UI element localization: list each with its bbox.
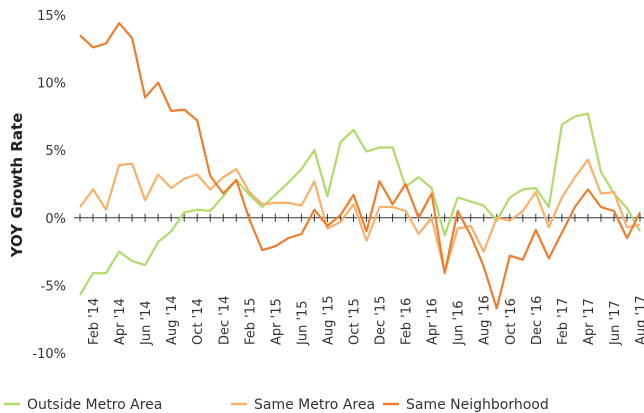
- x-tick-label: Aug '16: [478, 295, 493, 345]
- x-tick-label: Oct '15: [347, 298, 362, 345]
- x-tick-label: Feb '15: [243, 298, 258, 345]
- x-tick-label: Apr '15: [269, 298, 284, 345]
- x-tick-label: Feb '17: [556, 298, 571, 345]
- x-tick-label: Jun '16: [452, 300, 467, 346]
- x-tick-label: Jun '17: [608, 300, 623, 346]
- x-tick-label: Jun '14: [139, 300, 154, 346]
- x-tick-label: Feb '14: [87, 298, 102, 345]
- x-tick-label: Oct '16: [504, 298, 519, 345]
- y-tick-label: -5%: [41, 279, 66, 294]
- x-tick-label: Apr '14: [113, 298, 128, 345]
- legend-label: Same Neighborhood: [406, 397, 549, 413]
- y-tick-label: 15%: [37, 9, 66, 24]
- x-tick-label: Apr '16: [426, 298, 441, 345]
- y-tick-label: 0%: [45, 212, 66, 227]
- x-tick-label: Aug '14: [165, 295, 180, 345]
- series-line: [79, 22, 641, 310]
- series-line: [79, 158, 641, 273]
- legend-label: Outside Metro Area: [27, 397, 162, 413]
- y-tick-label: 5%: [45, 144, 66, 159]
- x-tick-label: Aug '15: [321, 295, 336, 345]
- x-tick-label: Jun '15: [295, 300, 310, 346]
- y-tick-label: 10%: [37, 77, 66, 92]
- x-tick-label: Aug '17: [634, 295, 644, 345]
- y-axis-title: YOY Growth Rate: [8, 113, 26, 259]
- y-tick-label: -10%: [32, 347, 66, 362]
- x-tick-label: Oct '14: [191, 298, 206, 345]
- x-tick-label: Feb '16: [400, 298, 415, 345]
- x-tick-label: Dec '16: [530, 296, 545, 345]
- x-tick-label: Dec '15: [374, 296, 389, 345]
- x-tick-label: Dec '14: [217, 296, 232, 345]
- legend-label: Same Metro Area: [254, 397, 375, 413]
- series-line: [79, 112, 641, 296]
- x-tick-label: Apr '17: [582, 298, 597, 345]
